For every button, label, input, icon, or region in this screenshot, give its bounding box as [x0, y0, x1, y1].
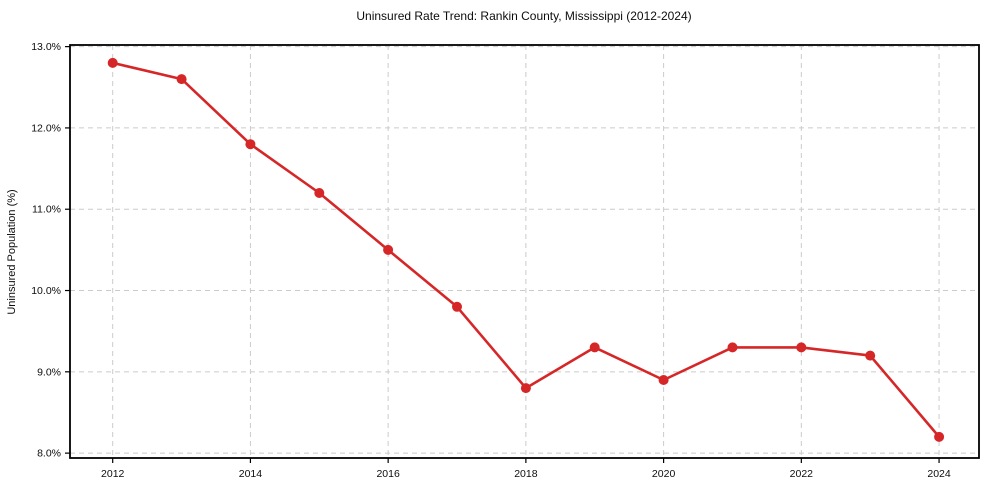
ticks-layer: 8.0% 9.0% 10.0% 11.0% 12.0% 13.0% 2012 2014 2016…: [31, 41, 951, 480]
chart-title: Uninsured Rate Trend: Rankin County, Mis…: [356, 9, 691, 23]
data-point-2018: [520, 383, 531, 394]
data-point-2012: [107, 57, 118, 68]
data-point-2013: [176, 74, 187, 85]
y-tick-label: 10.0%: [31, 285, 61, 297]
grid-layer: [70, 45, 979, 458]
x-tick-label: 2012: [101, 468, 125, 480]
x-tick-label: 2024: [927, 468, 951, 480]
data-point-2014: [245, 139, 256, 150]
data-point-2017: [452, 301, 462, 312]
y-tick-label: 9.0%: [37, 366, 61, 378]
y-tick-label: 8.0%: [37, 448, 61, 460]
data-point-2023: [865, 350, 876, 361]
y-tick-label: 11.0%: [32, 204, 61, 216]
data-point-2022: [796, 342, 807, 353]
data-point-2024: [934, 431, 945, 442]
plot-area-border: [69, 44, 980, 459]
x-tick-label: 2020: [652, 468, 676, 480]
data-point-2015: [314, 188, 325, 198]
y-tick-label: 13.0%: [31, 41, 61, 53]
series-layer: [107, 57, 945, 442]
data-point-2021: [727, 342, 738, 353]
x-tick-label: 2016: [376, 468, 400, 480]
y-tick-label: 12.0%: [31, 122, 61, 134]
data-point-2016: [383, 244, 394, 255]
y-axis-label: Uninsured Population (%): [6, 189, 18, 314]
data-point-2020: [658, 375, 669, 385]
data-point-2019: [589, 342, 600, 353]
x-tick-label: 2018: [514, 468, 538, 480]
x-tick-label: 2022: [790, 468, 814, 480]
x-tick-label: 2014: [239, 468, 263, 480]
